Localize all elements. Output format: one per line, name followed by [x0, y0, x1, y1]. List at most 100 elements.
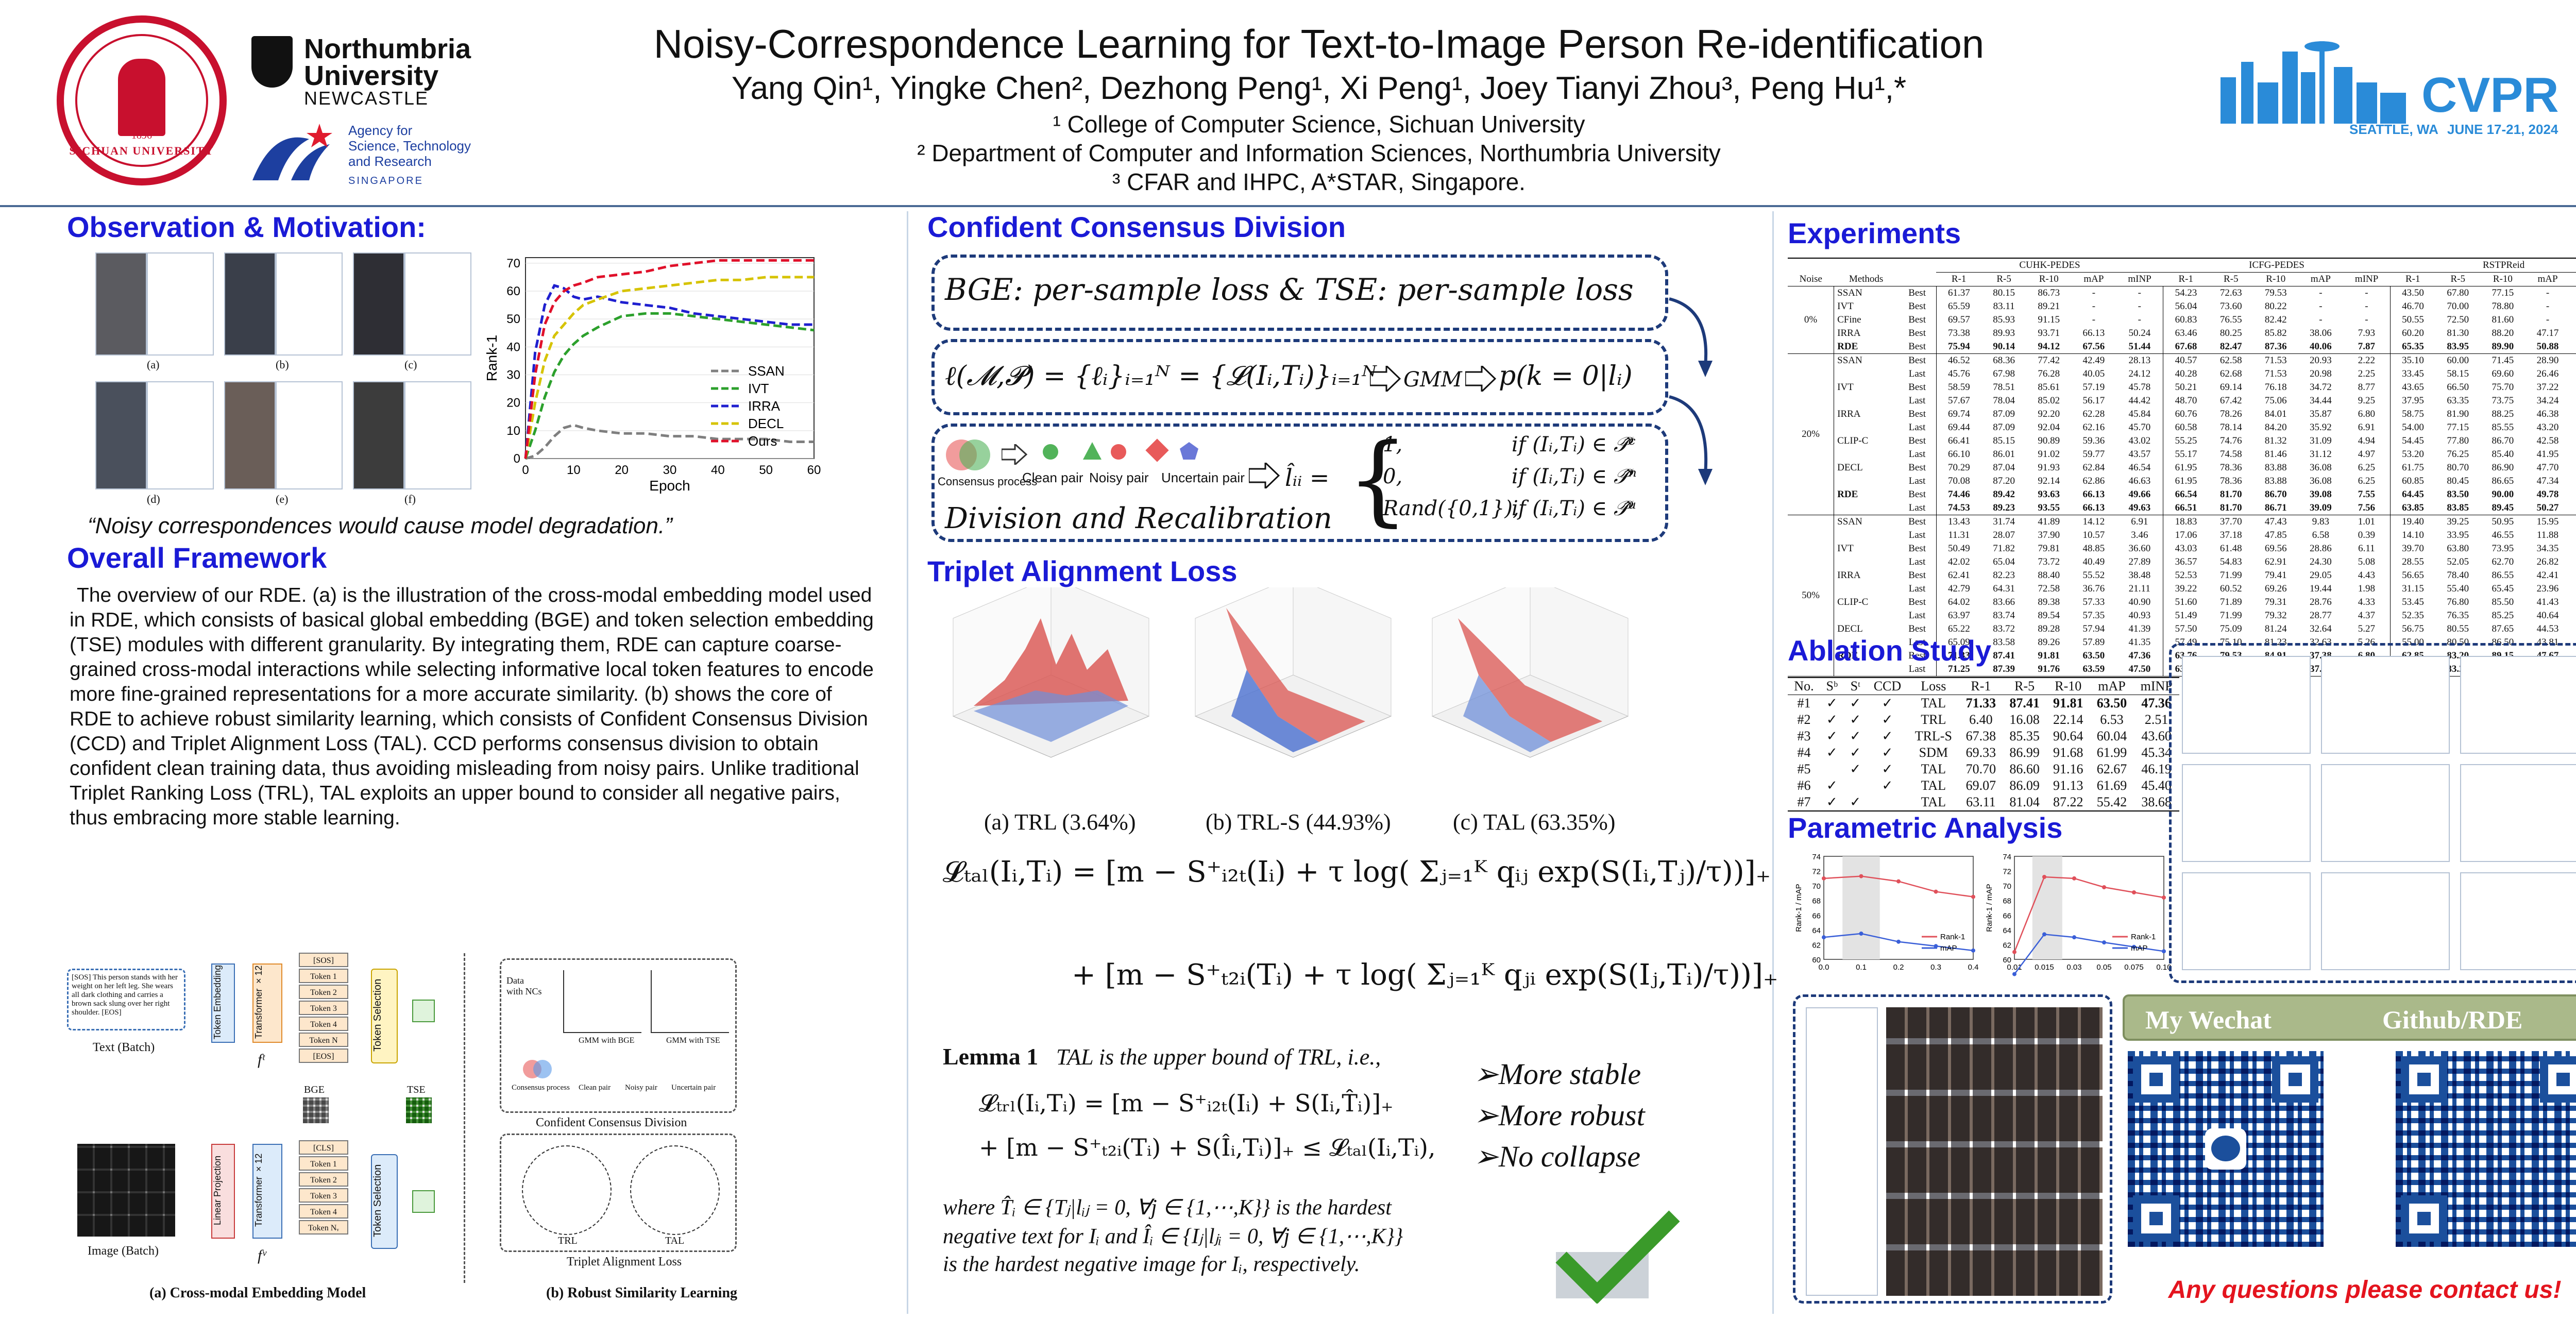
- value-cell: 35.92: [2310, 422, 2332, 433]
- github-label: Github/RDE: [2382, 1005, 2523, 1034]
- extra-figure-panel: [2182, 872, 2311, 970]
- trl-surface-plot: [952, 587, 1150, 758]
- value-cell: 38.48: [2116, 569, 2164, 582]
- noise-cell: 50%: [1788, 515, 1835, 677]
- northumbria-crest-icon: [251, 36, 293, 88]
- param-x-tick: 0.2: [1893, 963, 1904, 972]
- extra-figure-panel: [2460, 764, 2576, 862]
- value-cell: 56.65: [2402, 570, 2424, 581]
- value-cell: 63.50: [2082, 650, 2105, 661]
- value-cell: 20.93: [2310, 355, 2332, 366]
- value-cell: 57.89: [2082, 637, 2105, 648]
- ablation-cell: 6.53: [2100, 712, 2124, 727]
- value-cell: 86.55: [2492, 570, 2514, 581]
- caption-a: (a) Cross-modal Embedding Model: [149, 1285, 366, 1301]
- param-point: [2072, 935, 2076, 940]
- recalibrate-arrow-icon: [1248, 461, 1280, 491]
- table-row: IRRA Best 69.74 87.09 92.20 62.28 45.84 60.76 78…: [1788, 408, 2576, 421]
- value-cell: 45.78: [2116, 381, 2164, 394]
- tal-surface-plot: [1431, 587, 1629, 758]
- case-3-value: Rand({0,1}),: [1383, 497, 1519, 520]
- table-row: 20% SSAN Best 46.52 68.36 77.42 42.49 28.13 40.5…: [1788, 353, 2576, 515]
- tse-matrix-icon: [406, 1097, 432, 1123]
- value-cell: 88.40: [2038, 570, 2060, 581]
- clean-pair-label: Clean pair: [1022, 470, 1083, 485]
- value-cell: 83.66: [1993, 597, 2015, 607]
- value-cell: 47.50: [2116, 663, 2164, 677]
- ablation-cell: 16.08: [2009, 712, 2040, 727]
- param-point: [1859, 874, 1863, 878]
- value-cell: 74.58: [2219, 449, 2242, 460]
- wechat-qr-code[interactable]: [2123, 1046, 2329, 1252]
- value-cell: 3.46: [2116, 529, 2164, 542]
- ablation-col-header: mINP: [2140, 679, 2173, 694]
- value-cell: 81.70: [2219, 489, 2242, 500]
- param-point: [2162, 949, 2166, 954]
- method-cell: IRRA: [1837, 409, 1861, 419]
- param-x-tick: 0.0: [1819, 963, 1829, 972]
- table-row: #3 ✓ ✓ ✓ TRL-S 67.38 85.35 90.64 60.04 43.60: [1788, 728, 2179, 745]
- piecewise-brace: {: [1347, 422, 1409, 536]
- table-row: #7 ✓ ✓ TAL 63.11 81.04 87.22 55.42 38.68: [1788, 794, 2179, 811]
- type-cell: Last: [1898, 663, 1937, 677]
- affiliation-2: ² Department of Computer and Information…: [917, 140, 1721, 166]
- trl-caption: (a) TRL (3.64%): [984, 809, 1136, 835]
- y-tick-label: 30: [506, 368, 520, 382]
- example-image: [353, 252, 404, 356]
- legend-entry: Ours: [748, 433, 777, 449]
- param-series-line: [2014, 934, 2164, 975]
- value-cell: 0.39: [2343, 529, 2391, 542]
- param-y-tick: 74: [1812, 853, 1821, 861]
- value-cell: 65.59: [1948, 301, 1970, 312]
- token-box: [CLS]: [299, 1140, 348, 1155]
- method-cell: [1834, 609, 1899, 622]
- value-cell: 86.01: [1993, 449, 2015, 460]
- ablation-cell: 81.04: [2009, 794, 2040, 809]
- value-cell: 37.70: [2219, 516, 2242, 527]
- tal-equation-2: + [m − S⁺ₜ₂ᵢ(Tᵢ) + τ log( Σⱼ₌₁ᴷ qⱼᵢ exp(…: [1072, 958, 1778, 992]
- value-cell: 6.13: [2570, 515, 2576, 529]
- method-cell: [1834, 367, 1899, 381]
- ablation-cell: ✓: [1826, 745, 1838, 760]
- value-cell: 4.37: [2343, 609, 2391, 622]
- value-cell: 84.01: [2264, 409, 2287, 419]
- table-row: #4 ✓ ✓ ✓ SDM 69.33 86.99 91.68 61.99 45.34: [1788, 745, 2179, 761]
- table-row: 50% SSAN Best 13.43 31.74 41.89 14.12 6.91 18.83…: [1788, 515, 2576, 677]
- value-cell: 38.06: [2310, 328, 2332, 339]
- value-cell: 6.11: [2343, 542, 2391, 555]
- value-cell: 41.95: [2536, 449, 2559, 460]
- legend-entry: SSAN: [748, 363, 785, 379]
- github-qr-code[interactable]: [2391, 1046, 2576, 1252]
- series-line-ssan: [525, 424, 814, 460]
- value-cell: 57.67: [1948, 395, 1970, 406]
- value-cell: 50.88: [2536, 341, 2559, 352]
- ccd-flow-arrows: [1669, 297, 1713, 485]
- value-cell: 31.74: [1993, 516, 2015, 527]
- example-caption-box: [147, 381, 214, 489]
- observation-quote: “Noisy correspondences would cause model…: [88, 513, 672, 538]
- division-recalibration-label: Division and Recalibration: [945, 502, 1332, 535]
- value-cell: 87.65: [2492, 623, 2514, 634]
- type-cell: Best: [1898, 488, 1937, 501]
- param-x-tick: 0.075: [2124, 963, 2144, 972]
- method-cell: DECL: [1837, 623, 1863, 634]
- results-table: CUHK-PEDES ICFG-PEDES RSTPReid Noise Meth…: [1788, 258, 2576, 677]
- value-cell: 57.35: [2082, 610, 2105, 621]
- value-cell: 86.70: [2492, 435, 2514, 446]
- sample-text-box: [SOS] This person stands with her weight…: [67, 969, 185, 1030]
- token-box: Token 4: [299, 1017, 348, 1031]
- value-cell: 40.49: [2082, 556, 2105, 567]
- param-legend-entry: mAP: [2131, 944, 2148, 953]
- bge-label: BGE: [304, 1084, 325, 1095]
- value-cell: 51.49: [2175, 610, 2197, 621]
- table-row: IVT Best 50.49 71.82 79.81 48.85 36.60 43.03 61.…: [1788, 542, 2576, 555]
- type-cell: Best: [1898, 569, 1937, 582]
- consensus-venn-icon: [945, 437, 991, 473]
- value-cell: 18.83: [2175, 516, 2197, 527]
- type-cell: Best: [1898, 286, 1937, 300]
- value-cell: 35.87: [2310, 409, 2332, 419]
- value-cell: 60.85: [2402, 476, 2424, 486]
- value-cell: 27.89: [2116, 555, 2164, 569]
- ablation-cell: 86.99: [2009, 745, 2040, 760]
